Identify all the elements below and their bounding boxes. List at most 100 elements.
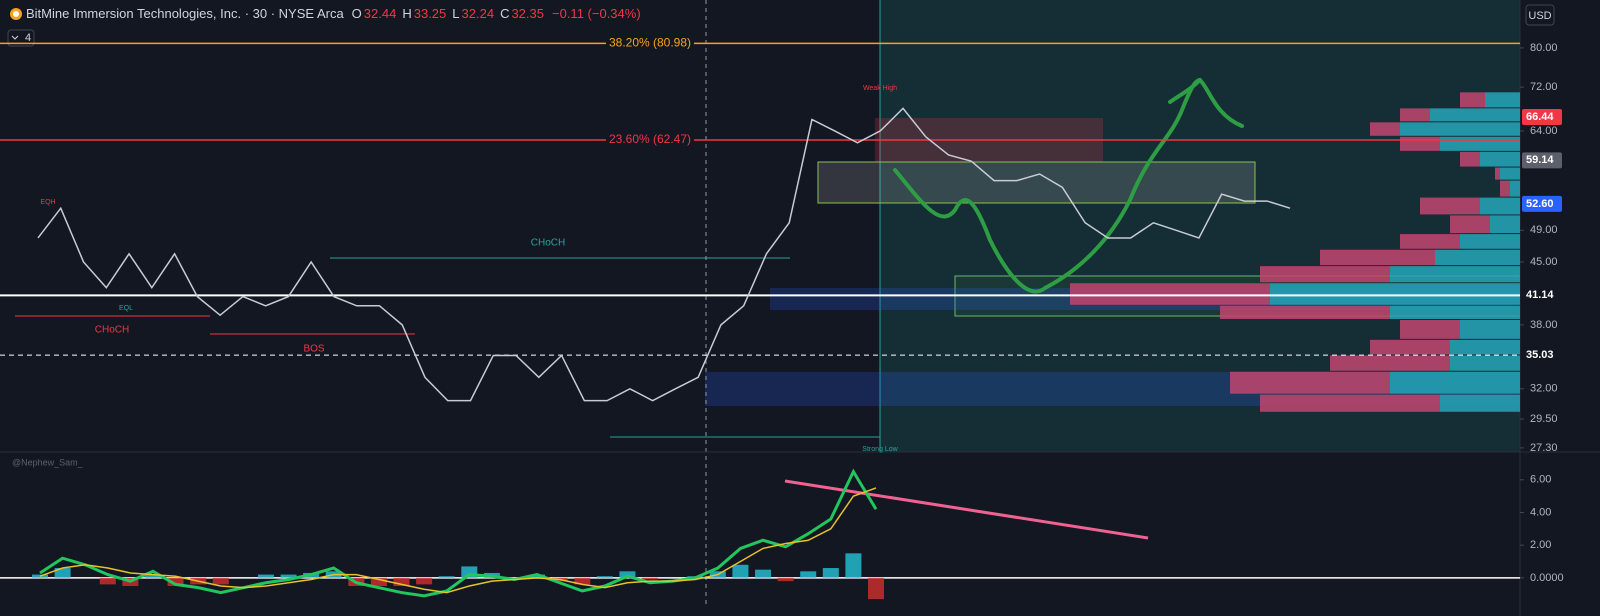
quote: O 32.44 H 33.25 L 32.24 C 32.35 bbox=[352, 6, 548, 21]
y-tick-label: 64.00 bbox=[1530, 125, 1558, 137]
profile-buy bbox=[1390, 371, 1520, 394]
profile-sell bbox=[1260, 266, 1390, 283]
profile-buy bbox=[1430, 108, 1520, 122]
profile-buy bbox=[1485, 92, 1520, 108]
profile-buy bbox=[1390, 266, 1520, 283]
profile-buy bbox=[1480, 151, 1520, 167]
profile-buy bbox=[1450, 339, 1520, 355]
drawing bbox=[893, 77, 1244, 294]
y-tick-label: 2.00 bbox=[1530, 539, 1551, 551]
quote-value: 32.24 bbox=[461, 6, 495, 21]
profile-buy bbox=[1440, 394, 1520, 412]
profile-buy bbox=[1270, 283, 1520, 305]
y-tick-label: 4.00 bbox=[1530, 506, 1551, 518]
indicator-count: 4 bbox=[25, 32, 31, 44]
fib-label-bg bbox=[606, 131, 694, 148]
profile-buy bbox=[1400, 122, 1520, 136]
profile-sell bbox=[1420, 197, 1480, 215]
annotation: EQH bbox=[40, 199, 55, 206]
histogram-bar bbox=[529, 574, 546, 578]
profile-sell bbox=[1400, 108, 1430, 122]
fib-label: 23.60% (62.47) bbox=[609, 132, 691, 146]
y-tick-label: 80.00 bbox=[1530, 42, 1558, 54]
macd-line bbox=[39, 468, 878, 598]
price-label: 52.60 bbox=[1526, 198, 1554, 210]
histogram-bar bbox=[574, 577, 591, 585]
watermark: @Nephew_Sam_ bbox=[12, 457, 84, 467]
histogram-bar bbox=[416, 577, 433, 585]
quote-value: 32.35 bbox=[511, 6, 544, 21]
price-label-bg bbox=[1522, 287, 1562, 304]
y-tick-label: 27.30 bbox=[1530, 442, 1558, 454]
y-tick-label: 49.00 bbox=[1530, 224, 1558, 236]
profile-buy bbox=[1440, 136, 1520, 151]
histogram-bar bbox=[868, 577, 884, 600]
profile-sell bbox=[1260, 394, 1440, 412]
histogram-bar bbox=[755, 569, 772, 578]
price-label-bg bbox=[1522, 347, 1562, 364]
profile-buy bbox=[1500, 167, 1520, 180]
annotation: Weak High bbox=[863, 85, 897, 92]
histogram-bar bbox=[642, 577, 659, 580]
histogram-bar bbox=[280, 574, 297, 578]
currency-button[interactable] bbox=[1525, 4, 1555, 26]
profile-sell bbox=[1070, 283, 1270, 305]
y-tick-label: 72.00 bbox=[1530, 81, 1558, 93]
histogram-bar bbox=[99, 577, 116, 585]
y-tick-label: 32.00 bbox=[1530, 383, 1558, 395]
profile-buy bbox=[1490, 215, 1520, 234]
histogram-bar bbox=[54, 568, 71, 578]
title: BitMine Immersion Technologies, Inc. · 3… bbox=[26, 6, 344, 21]
currency: USD bbox=[1528, 10, 1551, 22]
quote-value: 33.25 bbox=[413, 6, 447, 21]
annotation: Strong Low bbox=[862, 446, 898, 453]
histogram-bar bbox=[596, 576, 613, 578]
price-label-bg bbox=[1522, 152, 1562, 169]
price-label-bg bbox=[1522, 109, 1562, 126]
histogram-bar bbox=[822, 568, 839, 578]
change: −0.11 (−0.34%) bbox=[552, 6, 641, 21]
fib-label: 38.20% (80.98) bbox=[609, 36, 691, 50]
annotation: CHoCH bbox=[531, 238, 565, 249]
chevron bbox=[11, 35, 19, 40]
histogram-bar bbox=[800, 571, 817, 578]
profile-sell bbox=[1320, 249, 1435, 266]
quote-value: 32.44 bbox=[363, 6, 397, 21]
profile-sell bbox=[1460, 151, 1480, 167]
histogram-bar bbox=[461, 566, 478, 578]
profile-sell bbox=[1450, 215, 1490, 234]
histogram-bar bbox=[167, 577, 184, 587]
profile-buy bbox=[1435, 249, 1520, 266]
profile-buy bbox=[1390, 305, 1520, 320]
profile-buy bbox=[1510, 180, 1520, 197]
macd-line bbox=[39, 487, 877, 594]
quote-label: C bbox=[500, 6, 510, 21]
histogram-bar bbox=[144, 574, 161, 578]
y-tick-label: 29.50 bbox=[1530, 413, 1558, 425]
y-tick-label: 6.00 bbox=[1530, 474, 1551, 486]
profile-sell bbox=[1220, 305, 1390, 320]
profile-sell bbox=[1400, 320, 1460, 339]
indicator-toggle[interactable] bbox=[7, 29, 35, 47]
profile-sell bbox=[1500, 180, 1510, 197]
profile-sell bbox=[1370, 339, 1450, 355]
histogram-bar bbox=[845, 553, 862, 578]
y-tick-label: 0.0000 bbox=[1530, 572, 1564, 584]
annotation: CHoCH bbox=[95, 325, 129, 336]
price-label: 41.14 bbox=[1526, 289, 1554, 301]
histogram-bar bbox=[257, 574, 274, 578]
profile-buy bbox=[1480, 197, 1520, 215]
annotation: BOS bbox=[303, 344, 324, 355]
header: BitMine Immersion Technologies, Inc. · 3… bbox=[10, 6, 641, 21]
profile-sell bbox=[1370, 122, 1400, 136]
histogram-bar bbox=[393, 577, 410, 587]
quote-label: O bbox=[351, 6, 362, 21]
price-label: 66.44 bbox=[1526, 111, 1554, 123]
price-label-bg bbox=[1522, 195, 1562, 212]
profile-sell bbox=[1460, 92, 1485, 108]
profile-buy bbox=[1460, 234, 1520, 249]
profile-sell bbox=[1400, 136, 1440, 151]
histogram-bar bbox=[732, 564, 749, 578]
profile-sell bbox=[1400, 234, 1460, 249]
profile-sell bbox=[1330, 355, 1450, 371]
